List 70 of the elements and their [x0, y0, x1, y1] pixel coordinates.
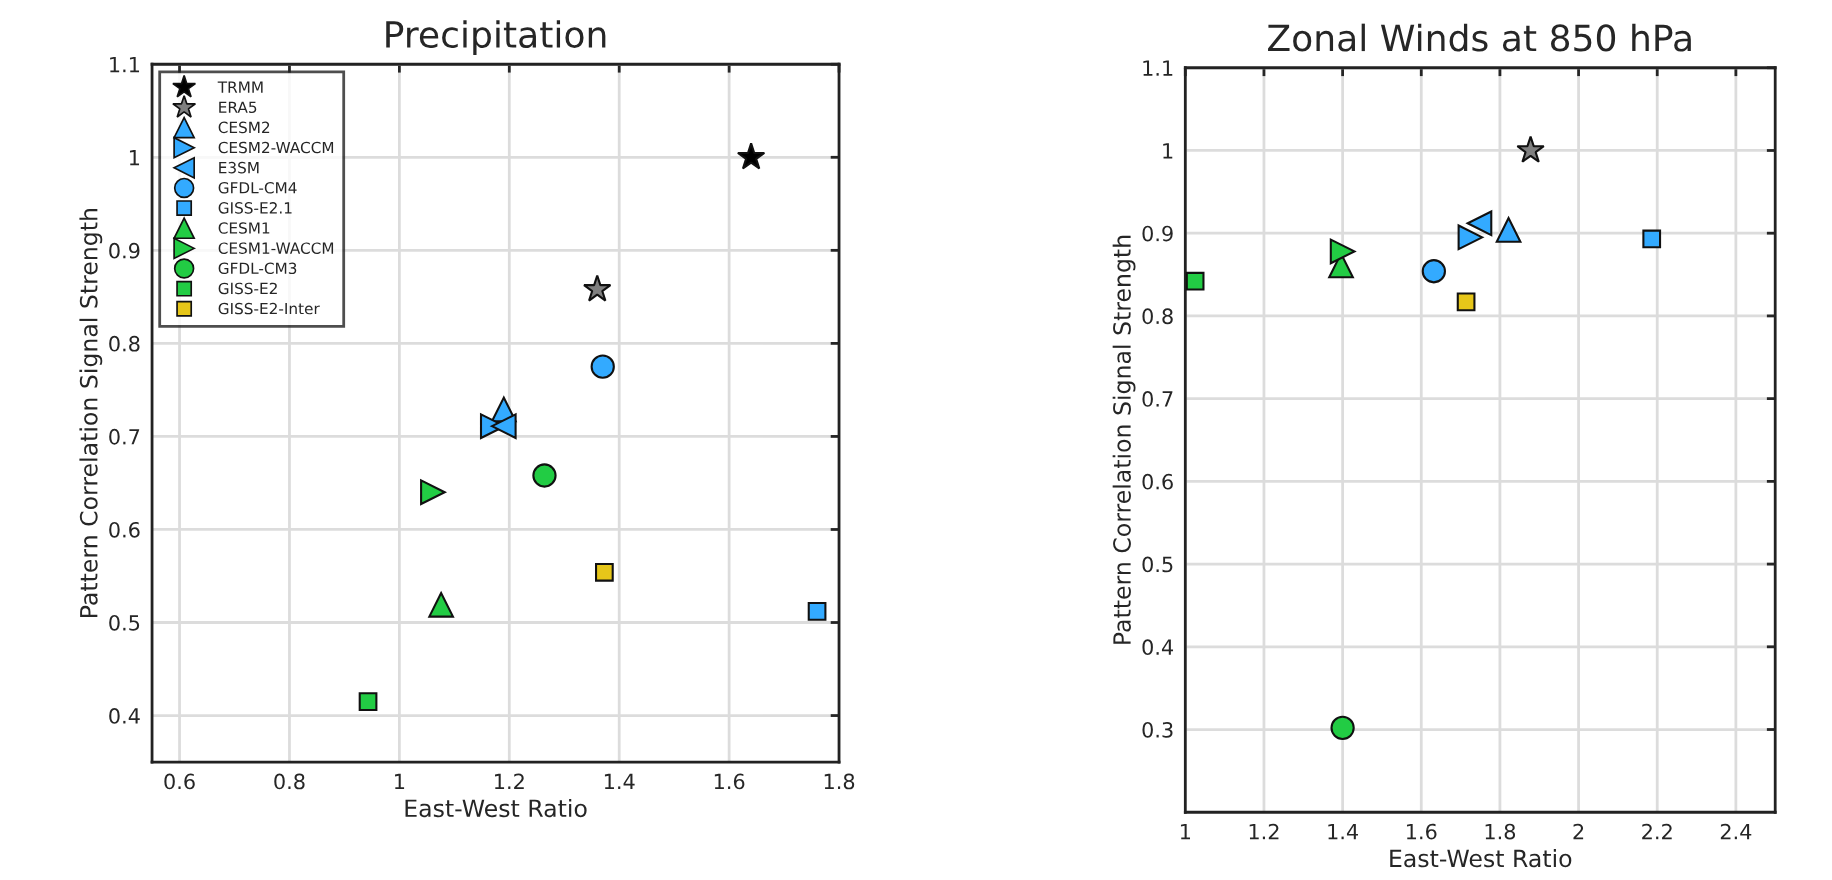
point	[1457, 224, 1484, 251]
y-tick-label: 1.1	[110, 56, 140, 73]
point	[582, 274, 612, 302]
legend-label: CESM2-WACCM	[218, 141, 334, 154]
legend-label: TRMM	[217, 81, 263, 93]
y-tick-label: 0.4	[109, 708, 140, 724]
y-tick-label: 1.1	[1143, 60, 1173, 76]
point	[1329, 238, 1356, 265]
point	[1421, 259, 1446, 284]
point	[1456, 292, 1476, 312]
legend-label: E3SM	[219, 161, 259, 174]
point	[736, 142, 766, 170]
point	[1642, 229, 1662, 249]
point	[428, 591, 454, 618]
legend-label: GFDL-CM4	[218, 181, 297, 194]
y-tick-label: 0.3	[1142, 721, 1173, 738]
chart-title: Zonal Winds at 850 hPa	[1268, 23, 1691, 52]
legend-label: ERA5	[219, 101, 257, 113]
point	[807, 601, 827, 621]
point	[358, 692, 378, 711]
x-tick-label: 1.8	[1485, 823, 1516, 840]
y-tick-label: 0.7	[109, 428, 140, 445]
legend-label: CESM1-WACCM	[218, 242, 334, 254]
point	[490, 413, 517, 440]
point	[590, 354, 615, 379]
x-tick-label: 1.6	[1406, 823, 1437, 840]
y-tick-label: 0.9	[109, 242, 140, 259]
y-axis-title: Pattern Correlation Signal Strength	[1112, 235, 1136, 644]
point	[1185, 271, 1205, 291]
x-tick-label: 1.8	[824, 773, 855, 790]
legend-label: GISS-E2.1	[218, 202, 292, 214]
x-tick-label: 0.8	[274, 773, 305, 790]
x-tick-label: 2.4	[1720, 823, 1752, 840]
point	[1330, 715, 1355, 741]
y-tick-label: 0.5	[1142, 556, 1173, 573]
y-tick-label: 0.6	[109, 521, 140, 538]
legend-label: GISS-E2-Inter	[218, 302, 320, 315]
y-axis-title: Pattern Correlation Signal Strength	[79, 209, 103, 617]
legend-label: GISS-E2	[218, 282, 277, 295]
x-tick-label: 1.6	[714, 773, 745, 790]
y-tick-label: 1	[1163, 143, 1173, 159]
point	[595, 562, 614, 582]
x-tick-label: 1.2	[1249, 823, 1279, 840]
x-tick-label: 2	[1573, 823, 1584, 840]
x-tick-label: 1.4	[1328, 823, 1359, 840]
x-tick-label: 2.2	[1642, 823, 1672, 840]
x-tick-label: 1	[1180, 823, 1191, 840]
x-tick-label: 1	[395, 773, 405, 790]
x-tick-label: 1.2	[495, 773, 524, 790]
y-tick-label: 0.8	[1142, 308, 1173, 325]
y-tick-label: 1	[129, 150, 140, 166]
point	[1466, 210, 1493, 237]
legend-label: GFDL-CM3	[218, 262, 297, 275]
y-tick-label: 0.5	[109, 614, 140, 631]
point	[1495, 217, 1522, 243]
x-axis-title: East-West Ratio	[1390, 849, 1572, 868]
x-axis-title: East-West Ratio	[405, 798, 587, 818]
chart-title: Precipitation	[386, 20, 606, 56]
y-tick-label: 0.7	[1142, 391, 1173, 407]
x-tick-label: 1.4	[604, 773, 635, 790]
y-tick-label: 0.6	[1142, 473, 1173, 490]
legend-label: CESM2	[218, 121, 270, 134]
legend-label: CESM1	[218, 222, 270, 234]
point	[532, 463, 557, 488]
y-tick-label: 0.8	[109, 335, 140, 352]
point	[1516, 135, 1545, 163]
y-tick-label: 0.9	[1142, 225, 1173, 242]
point	[420, 479, 446, 506]
y-tick-label: 0.4	[1142, 639, 1174, 656]
x-tick-label: 0.6	[164, 773, 195, 790]
